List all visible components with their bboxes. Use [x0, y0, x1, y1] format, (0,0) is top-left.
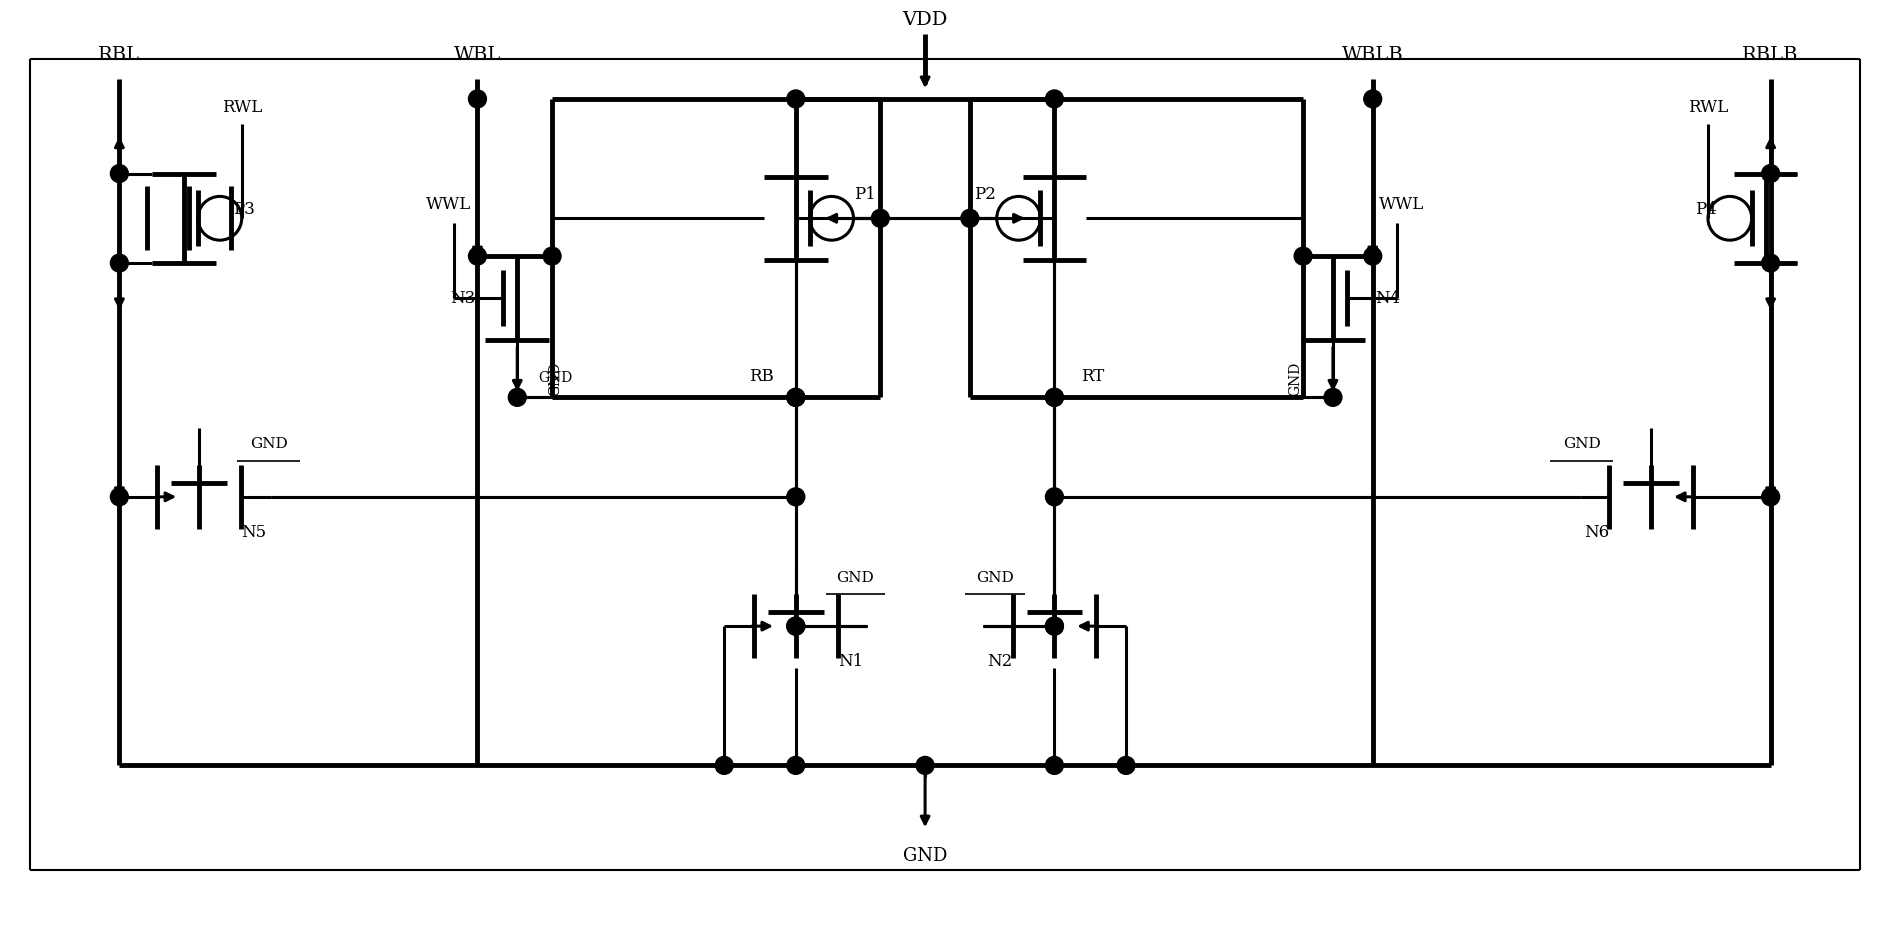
Circle shape [786, 756, 805, 775]
Circle shape [714, 756, 733, 775]
Circle shape [786, 489, 805, 506]
Text: N5: N5 [242, 524, 266, 540]
Circle shape [1761, 165, 1779, 184]
Circle shape [542, 248, 561, 266]
Circle shape [1116, 756, 1135, 775]
Circle shape [468, 91, 485, 108]
Text: WWL: WWL [425, 196, 470, 212]
Circle shape [1045, 617, 1064, 635]
Circle shape [786, 389, 805, 407]
Text: GND: GND [837, 571, 875, 585]
Text: GND: GND [548, 361, 561, 395]
Circle shape [916, 756, 933, 775]
Text: RB: RB [748, 368, 773, 385]
Circle shape [1324, 389, 1341, 407]
Text: WBL: WBL [453, 46, 501, 64]
Circle shape [871, 210, 890, 228]
Text: N6: N6 [1583, 524, 1608, 540]
Circle shape [1045, 389, 1064, 407]
Circle shape [1045, 489, 1064, 506]
Text: RWL: RWL [221, 99, 263, 116]
Text: RBL: RBL [98, 46, 140, 64]
Circle shape [1761, 255, 1779, 273]
Circle shape [786, 617, 805, 635]
Text: N1: N1 [837, 653, 863, 669]
Circle shape [1761, 489, 1779, 506]
Circle shape [1045, 617, 1064, 635]
Text: GND: GND [1288, 361, 1302, 395]
Circle shape [786, 617, 805, 635]
Circle shape [786, 91, 805, 108]
Text: P2: P2 [973, 185, 996, 203]
Text: N4: N4 [1375, 290, 1400, 307]
Circle shape [786, 389, 805, 407]
Text: WBLB: WBLB [1341, 46, 1404, 64]
Circle shape [1045, 91, 1064, 108]
Circle shape [110, 489, 128, 506]
Circle shape [1045, 389, 1064, 407]
Circle shape [468, 248, 485, 266]
Text: GND: GND [249, 437, 287, 451]
Text: N2: N2 [986, 653, 1013, 669]
Text: P3: P3 [232, 200, 255, 218]
Text: GND: GND [1562, 437, 1600, 451]
Text: GND: GND [538, 371, 572, 385]
Circle shape [110, 255, 128, 273]
Text: N3: N3 [450, 290, 474, 307]
Circle shape [508, 389, 525, 407]
Circle shape [1364, 91, 1381, 108]
Text: GND: GND [975, 571, 1013, 585]
Text: P4: P4 [1694, 200, 1715, 218]
Text: RT: RT [1081, 368, 1103, 385]
Text: VDD: VDD [901, 11, 946, 30]
Circle shape [1045, 756, 1064, 775]
Circle shape [1364, 248, 1381, 266]
Circle shape [1294, 248, 1311, 266]
Text: RBLB: RBLB [1742, 46, 1798, 64]
Text: RWL: RWL [1687, 99, 1727, 116]
Circle shape [960, 210, 979, 228]
Text: GND: GND [903, 846, 946, 864]
Text: WWL: WWL [1379, 196, 1424, 212]
Text: P1: P1 [854, 185, 876, 203]
Circle shape [110, 165, 128, 184]
